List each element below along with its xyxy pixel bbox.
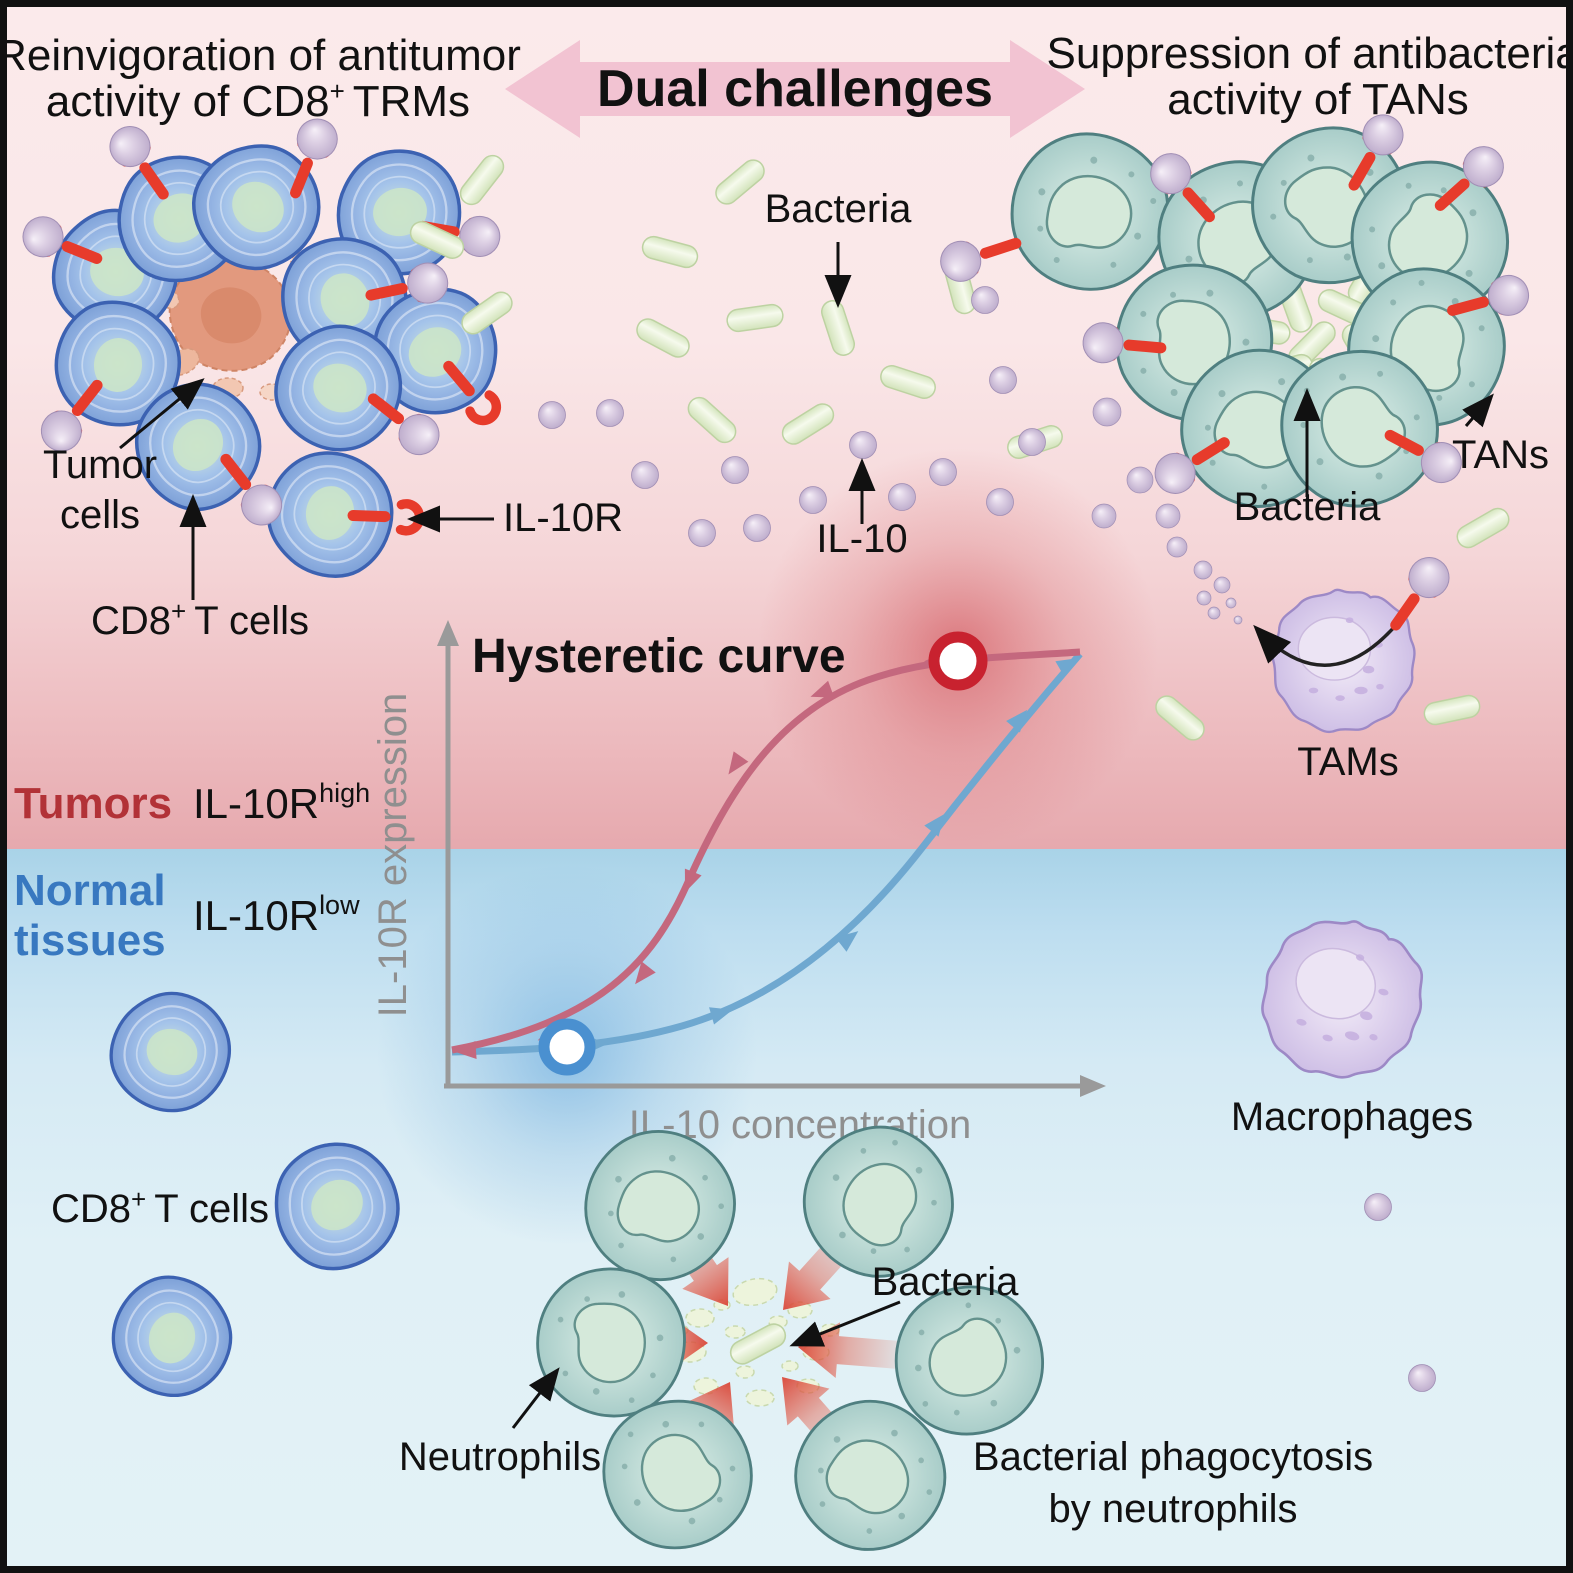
y-axis-label: IL-10R expression bbox=[371, 693, 415, 1018]
il10r-receptor bbox=[1142, 145, 1224, 230]
left-title-line1: Reinvigoration of antitumor bbox=[0, 31, 521, 80]
tumors-zone-label: Tumors bbox=[14, 779, 172, 828]
bacteria-label-top: Bacteria bbox=[765, 187, 912, 231]
free-il10-molecules bbox=[538, 286, 1436, 1392]
high-state-marker bbox=[928, 631, 988, 691]
hysteresis-chart: Hysteretic curve IL-10 concentration IL-… bbox=[371, 620, 1106, 1147]
il10-label: IL-10 bbox=[816, 517, 907, 561]
low-state-marker bbox=[538, 1018, 596, 1076]
il10r-receptor bbox=[940, 224, 1022, 286]
il10r-receptor bbox=[1154, 426, 1235, 501]
tumor-cells-pointer bbox=[119, 378, 205, 450]
y-axis-arrowhead bbox=[437, 620, 459, 646]
il10r-receptor bbox=[277, 118, 343, 200]
il10r-receptor bbox=[22, 211, 104, 277]
neutrophils-label: Neutrophils bbox=[399, 1435, 601, 1479]
dual-challenges-arrow bbox=[505, 40, 1085, 138]
il10r-receptor bbox=[1337, 114, 1411, 196]
bacteria-pointer-bottom bbox=[789, 1300, 901, 1347]
chart-title: Hysteretic curve bbox=[472, 630, 846, 683]
tam-secretion-arrow bbox=[1253, 616, 1404, 667]
il10r-receptor bbox=[1379, 557, 1457, 637]
tumor-mass-nucleus bbox=[200, 287, 262, 344]
il10r-receptor bbox=[102, 126, 180, 206]
neutrophils-pointer bbox=[511, 1367, 560, 1429]
il10r-receptor bbox=[1447, 271, 1530, 330]
phagocytosis-caption-line2: by neutrophils bbox=[1048, 1487, 1297, 1531]
cd8-il10-receptors bbox=[22, 118, 503, 533]
il10r-receptor bbox=[367, 262, 449, 314]
il10r-receptor bbox=[361, 383, 447, 463]
il10-secretion-trail bbox=[1091, 397, 1243, 625]
cd8-t-cells-label-bottom: CD8+ T cells bbox=[51, 1184, 269, 1231]
normal-zone-label-line2: tissues bbox=[14, 916, 166, 965]
tans-label: TANs bbox=[1452, 433, 1549, 477]
il10r-receptor bbox=[1381, 418, 1462, 490]
dual-challenges-label: Dual challenges bbox=[597, 60, 993, 118]
il10r-receptor bbox=[33, 373, 113, 459]
cd8-t-cells-label-top: CD8+ T cells bbox=[91, 596, 309, 643]
x-axis-arrowhead bbox=[1080, 1075, 1106, 1097]
bacteria-label-bottom: Bacteria bbox=[872, 1260, 1019, 1304]
phagocytosis-caption-line1: Bacterial phagocytosis bbox=[973, 1435, 1373, 1479]
il10r-receptor bbox=[1427, 138, 1512, 220]
tumor-cells-label-line2: cells bbox=[60, 493, 140, 537]
tumor-cells-label-line1: Tumor bbox=[43, 443, 157, 487]
normal-il10r-level: IL-10Rlow bbox=[193, 890, 360, 939]
right-title-line2: activity of TANs bbox=[1167, 75, 1469, 124]
tan-il10-receptors bbox=[940, 114, 1530, 501]
il10r-receptor bbox=[419, 207, 501, 257]
tans-pointer bbox=[1462, 393, 1494, 428]
macrophages-label: Macrophages bbox=[1231, 1095, 1473, 1139]
il10r-receptor bbox=[1082, 322, 1162, 368]
right-title-line1: Suppression of antibacterial bbox=[1047, 29, 1573, 78]
tams-label: TAMs bbox=[1297, 740, 1398, 784]
left-title-line2: activity of CD8+ TRMs bbox=[46, 76, 470, 126]
il10r-receptor bbox=[210, 447, 290, 533]
normal-zone-label-line1: Normal bbox=[14, 866, 166, 915]
tumors-il10r-level: IL-10Rhigh bbox=[193, 778, 370, 827]
il10r-label: IL-10R bbox=[503, 496, 623, 540]
